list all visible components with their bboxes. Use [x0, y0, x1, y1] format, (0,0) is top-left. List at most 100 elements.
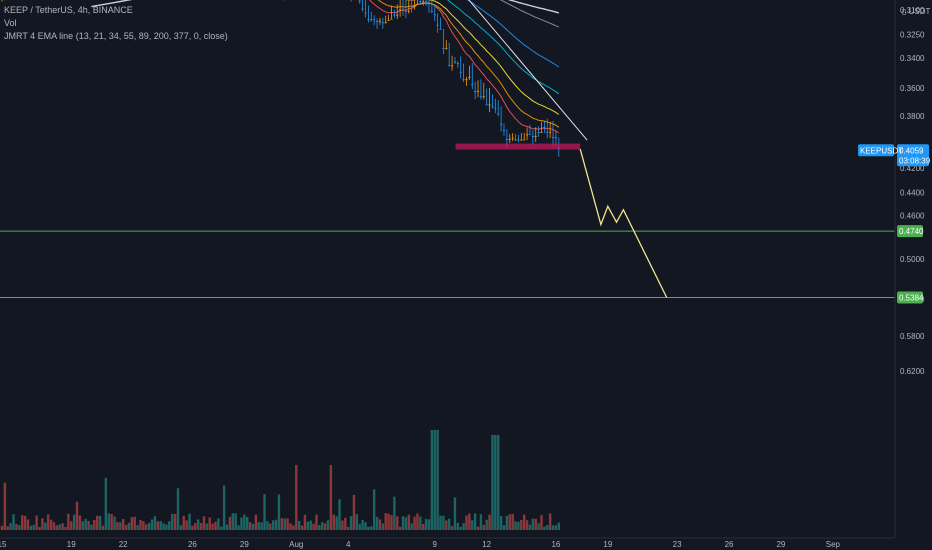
last-price-value: 0.4059 [899, 146, 924, 155]
volume-bar [404, 517, 408, 530]
candle-body [520, 139, 523, 141]
volume-bar [12, 514, 15, 530]
volume-bar [546, 524, 549, 530]
ema-lines [91, 0, 560, 134]
candle-body [511, 137, 514, 139]
y-tick-label: 0.5800 [900, 332, 925, 341]
volume-bar [309, 520, 312, 530]
volume-bar [147, 522, 151, 530]
volume-bar [427, 519, 431, 530]
price-axis-bg[interactable] [895, 0, 932, 550]
volume-bar [145, 524, 148, 530]
volume-bar [335, 516, 338, 530]
volume-bar [116, 522, 119, 530]
candle-body [445, 47, 448, 49]
candle-body [514, 139, 517, 141]
y-tick-label: 0.3800 [900, 112, 925, 121]
candle-body [399, 9, 402, 11]
volume-bar [341, 520, 344, 530]
volume-bar [188, 513, 191, 530]
volume-bar [522, 514, 526, 530]
volume-bar [176, 488, 180, 530]
volume-bar [168, 521, 171, 530]
volume-bar [450, 526, 454, 530]
y-tick-label: 0.5000 [900, 255, 925, 264]
volume-bar [110, 513, 113, 530]
x-tick-label: 15 [0, 540, 7, 549]
volume-bar [410, 523, 413, 530]
volume-bar [133, 516, 136, 530]
volume-bar [6, 526, 9, 530]
volume-bar [372, 489, 376, 530]
volume-bar [491, 435, 494, 530]
volume-bar [361, 519, 364, 530]
volume-bar [537, 523, 540, 530]
volume-bar [479, 514, 483, 530]
symbol-tag [858, 144, 894, 157]
volume-bar [422, 523, 425, 530]
volume-bar [153, 516, 157, 530]
volume-bar [87, 520, 90, 530]
volume-bar [29, 525, 33, 530]
volume-bar [136, 525, 139, 530]
volume-bar [323, 523, 327, 530]
candle-body [540, 132, 543, 133]
volume-bar [436, 430, 439, 530]
candle-body [427, 3, 431, 5]
resistance-zone-bar[interactable] [455, 143, 581, 150]
volume-bar [96, 515, 99, 530]
volume-bar [35, 515, 38, 530]
volume-bar [173, 513, 177, 530]
volume-bar [156, 521, 159, 530]
candle-body [468, 76, 471, 78]
volume-bar [194, 522, 197, 530]
volume-bar [468, 513, 471, 530]
volume-bar [142, 521, 145, 530]
volume-bar [378, 519, 382, 530]
candle-body [471, 83, 474, 85]
volume-bar [49, 519, 53, 530]
volume-bar [338, 499, 341, 530]
x-tick-label: 22 [119, 540, 128, 549]
candle-body [390, 18, 393, 20]
volume-bars [0, 430, 561, 530]
volume-bar [20, 515, 24, 530]
volume-bar [271, 520, 275, 530]
volume-bar [159, 521, 162, 530]
x-tick-label: 23 [673, 540, 682, 549]
volume-bar [211, 523, 214, 530]
candle-body [442, 47, 445, 49]
volume-bar [540, 515, 543, 530]
volume-bar [286, 518, 289, 530]
y-tick-label: 0.3600 [900, 84, 925, 93]
y-tick-label: 0.4600 [900, 211, 925, 220]
symbol-legend[interactable]: KEEP / TetherUS, 4h, BINANCE [4, 5, 133, 15]
volume-bar [254, 514, 258, 530]
ema-line [369, 0, 560, 134]
projection-path[interactable] [579, 148, 668, 298]
y-tick-label: 0.3400 [900, 54, 925, 63]
volume-bar [263, 494, 266, 530]
volume-legend[interactable]: Vol [4, 18, 17, 28]
candle-body [404, 10, 407, 12]
volume-bar [352, 494, 356, 530]
volume-bar [78, 515, 82, 530]
level-price-label: 0.4740 [899, 227, 924, 236]
volume-bar [32, 524, 35, 530]
volume-bar [81, 521, 84, 530]
volume-bar [344, 517, 347, 530]
volume-bar [119, 522, 122, 530]
currency-label[interactable]: ▯ USDT [902, 7, 931, 16]
volume-bar [38, 526, 41, 530]
volume-bar [257, 522, 260, 530]
volume-bar [488, 514, 491, 530]
volume-bar [315, 514, 318, 530]
x-tick-label: 19 [603, 540, 612, 549]
support-trendline[interactable] [443, 0, 588, 141]
volume-bar [283, 518, 286, 530]
candle-body [373, 19, 376, 21]
ema-legend[interactable]: JMRT 4 EMA line (13, 21, 34, 55, 89, 200… [4, 31, 228, 41]
x-tick-label: 26 [188, 540, 197, 549]
